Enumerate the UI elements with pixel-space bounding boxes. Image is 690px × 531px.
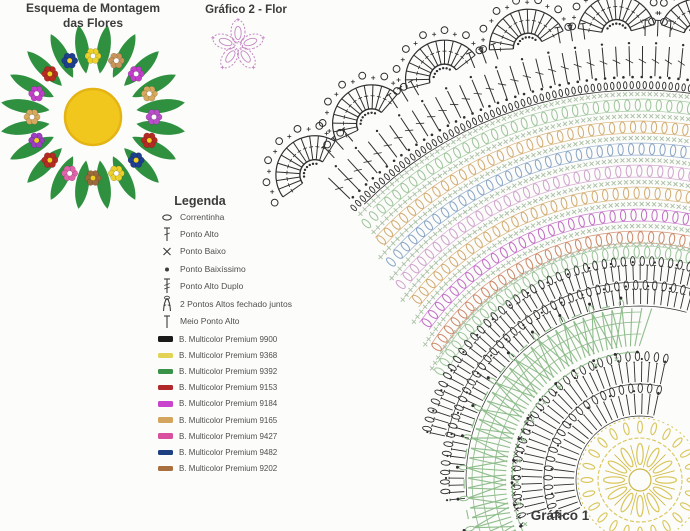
- stitch-legend-label: Ponto Alto: [180, 229, 219, 240]
- esquema-title: Esquema de Montagem das Flores: [8, 1, 178, 31]
- legend-title: Legenda: [174, 194, 226, 208]
- yarn-legend-item: B. Multicolor Premium 9368: [158, 347, 277, 363]
- dc2tog-stitch-icon: [162, 295, 172, 311]
- yarn-legend-label: B. Multicolor Premium 9184: [179, 399, 278, 409]
- yarn-legend-item: B. Multicolor Premium 9202: [158, 461, 277, 477]
- stitch-legend-label: Ponto Alto Duplo: [180, 281, 244, 292]
- flower-assembly-diagram: [1, 25, 185, 209]
- yarn-color-swatch: [158, 449, 173, 456]
- stitch-legend-label: Ponto Baixo: [180, 246, 226, 257]
- yarn-color-swatch: [158, 368, 173, 375]
- yarn-legend-label: B. Multicolor Premium 9202: [179, 464, 278, 474]
- stitch-legend-item: 2 Pontos Altos fechado juntos: [159, 295, 292, 312]
- yarn-legend-item: B. Multicolor Premium 9165: [158, 412, 277, 428]
- esquema-title-line1: Esquema de Montagem: [25, 1, 161, 15]
- chain-stitch-icon: [162, 214, 172, 221]
- grafico-2-title: Gráfico 2 - Flor: [205, 4, 287, 16]
- esquema-title-line2: das Flores: [62, 16, 124, 30]
- yarn-color-swatch: [158, 433, 173, 439]
- yarn-legend-item: B. Multicolor Premium 9427: [158, 428, 277, 444]
- yarn-legend-item: B. Multicolor Premium 9184: [158, 396, 277, 412]
- grafico-1-label: Gráfico 1: [530, 508, 590, 523]
- stitch-legend-list: Correntinha Ponto Alto Ponto Baixo Ponto Ba…: [159, 208, 292, 330]
- yarn-color-swatch: [158, 401, 173, 407]
- stitch-legend-label: Correntinha: [180, 211, 225, 222]
- yarn-legend-label: B. Multicolor Premium 9153: [179, 383, 278, 393]
- stitch-legend-item: Meio Ponto Alto: [159, 312, 292, 329]
- yarn-color-swatch: [158, 465, 173, 472]
- stitch-legend-item: Ponto Alto: [159, 225, 292, 242]
- yarn-color-swatch: [158, 336, 173, 342]
- stitch-legend-item: Ponto Alto Duplo: [159, 278, 292, 295]
- stitch-legend-item: Correntinha: [159, 208, 292, 225]
- yarn-color-swatch: [158, 417, 173, 423]
- stitch-legend-item: Ponto Baixíssimo: [159, 260, 292, 277]
- yarn-legend-item: B. Multicolor Premium 9392: [158, 363, 277, 379]
- dc-stitch-icon: [164, 227, 170, 242]
- yarn-legend-label: B. Multicolor Premium 9368: [179, 350, 278, 360]
- yarn-legend-item: B. Multicolor Premium 9482: [158, 444, 277, 460]
- yarn-legend-label: B. Multicolor Premium 9482: [179, 447, 278, 457]
- yarn-legend-label: B. Multicolor Premium 9165: [179, 415, 278, 425]
- sc-stitch-icon: [163, 248, 171, 256]
- yarn-legend-item: B. Multicolor Premium 9900: [158, 331, 277, 347]
- yarn-legend-item: B. Multicolor Premium 9153: [158, 380, 277, 396]
- tr-stitch-icon: [164, 278, 170, 294]
- stitch-legend-label: 2 Pontos Altos fechado juntos: [180, 298, 292, 309]
- yarn-color-swatch: [158, 352, 173, 359]
- yarn-legend-label: B. Multicolor Premium 9900: [179, 334, 278, 344]
- grafico-2-flower-chart: [210, 18, 266, 70]
- yarn-color-legend-list: B. Multicolor Premium 9900 B. Multicolor …: [158, 331, 277, 477]
- stitch-legend-label: Ponto Baixíssimo: [180, 263, 246, 274]
- slst-stitch-icon: [165, 267, 169, 272]
- hdc-stitch-icon: [164, 315, 170, 329]
- yarn-color-swatch: [158, 384, 173, 391]
- stitch-legend-label: Meio Ponto Alto: [180, 316, 240, 327]
- stitch-legend-item: Ponto Baixo: [159, 243, 292, 260]
- yarn-legend-label: B. Multicolor Premium 9427: [179, 431, 278, 441]
- yarn-legend-label: B. Multicolor Premium 9392: [179, 366, 278, 376]
